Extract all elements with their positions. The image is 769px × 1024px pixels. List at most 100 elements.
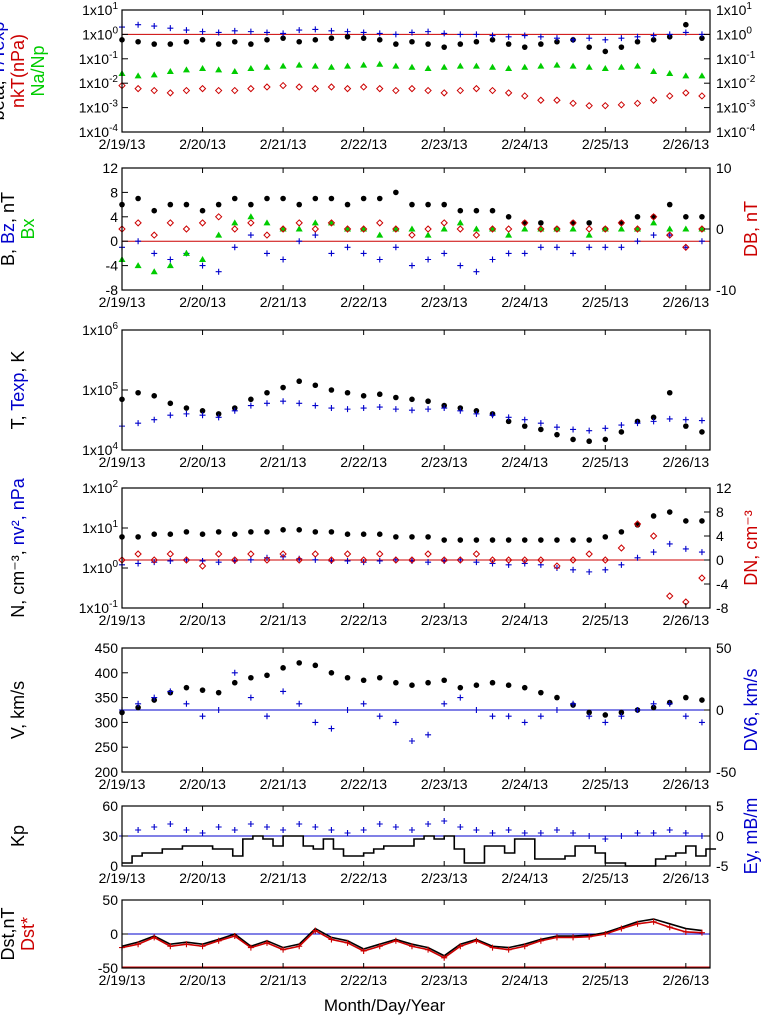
- right-tick-label: 5: [716, 798, 724, 814]
- left-tick-label: 1x102: [82, 479, 118, 496]
- series-nktnpa: [118, 81, 706, 110]
- data-point: [296, 238, 303, 245]
- data-point: [296, 38, 303, 45]
- series-ttexp: [119, 21, 705, 43]
- data-point: [633, 99, 642, 108]
- data-point: [489, 713, 496, 720]
- data-point: [489, 32, 496, 39]
- data-point: [425, 28, 432, 35]
- data-point: [247, 821, 254, 827]
- data-point: [135, 704, 141, 711]
- data-point: [505, 418, 512, 425]
- data-point: [231, 219, 239, 226]
- data-point: [344, 406, 351, 413]
- data-point: [183, 827, 190, 833]
- data-point: [489, 412, 496, 419]
- data-point: [586, 713, 593, 720]
- data-point: [344, 389, 351, 396]
- data-point: [682, 416, 689, 423]
- data-point: [425, 398, 431, 405]
- data-point: [328, 670, 335, 676]
- series-kp: [122, 835, 717, 867]
- data-point: [698, 574, 706, 582]
- series-dst: [119, 918, 705, 961]
- data-point: [183, 684, 190, 691]
- data-point: [376, 674, 383, 681]
- data-point: [134, 550, 142, 558]
- data-point: [618, 529, 625, 535]
- data-point: [472, 231, 481, 239]
- data-point: [425, 731, 432, 738]
- data-point: [215, 41, 222, 47]
- data-point: [537, 937, 544, 944]
- data-point: [360, 35, 367, 41]
- data-point: [618, 220, 625, 226]
- data-point: [425, 946, 432, 953]
- x-tick-label: 2/22/13: [340, 136, 387, 152]
- data-point: [280, 527, 286, 533]
- x-tick-label: 2/20/13: [179, 870, 226, 886]
- x-tick-label: 2/26/13: [662, 972, 709, 988]
- data-point: [505, 250, 512, 257]
- x-tick-label: 2/21/13: [260, 294, 307, 310]
- data-point: [393, 534, 399, 540]
- y-axis-label-right-2-1: DB, nT: [741, 201, 761, 257]
- data-point: [408, 262, 415, 269]
- data-point: [264, 672, 270, 679]
- data-point: [634, 920, 641, 927]
- data-point: [602, 48, 609, 55]
- data-point: [570, 436, 576, 443]
- data-point: [231, 407, 238, 414]
- x-tick-label: 2/20/13: [179, 972, 226, 988]
- data-point: [440, 89, 448, 97]
- data-point: [231, 827, 238, 833]
- panel-7: 2/19/13 2/20/13 2/21/13 2/22/13 2/23/13 2/24/…: [99, 899, 711, 988]
- x-tick-label: 2/22/13: [340, 776, 387, 792]
- data-point: [359, 83, 368, 91]
- data-point: [441, 250, 448, 257]
- data-point: [618, 429, 625, 435]
- data-point: [295, 219, 303, 227]
- data-point: [408, 556, 416, 564]
- data-point: [409, 201, 415, 208]
- data-point: [248, 674, 254, 681]
- data-point: [199, 408, 206, 414]
- data-point: [650, 232, 657, 239]
- data-point: [441, 677, 447, 684]
- data-point: [344, 244, 351, 251]
- data-point: [328, 195, 335, 202]
- data-point: [182, 86, 191, 95]
- data-point: [424, 550, 432, 558]
- data-point: [183, 38, 190, 45]
- data-point: [682, 72, 690, 79]
- data-point: [698, 92, 706, 100]
- x-tick-label: 2/20/13: [179, 136, 226, 152]
- data-point: [698, 225, 706, 233]
- data-point: [344, 674, 351, 681]
- y-axis-label-left-1-1: beta, T/Texp: [0, 22, 8, 121]
- data-point: [360, 29, 367, 36]
- data-point: [360, 559, 367, 566]
- data-point: [198, 84, 207, 93]
- data-point: [666, 827, 673, 833]
- data-point: [553, 244, 560, 251]
- data-point: [505, 231, 513, 238]
- data-point: [488, 556, 497, 564]
- data-point: [570, 426, 577, 433]
- data-point: [698, 72, 706, 79]
- data-point: [199, 412, 206, 419]
- data-point: [666, 700, 673, 707]
- data-point: [425, 559, 432, 566]
- right-tick-label: -10: [716, 282, 736, 298]
- data-point: [263, 939, 270, 946]
- y-axis-label-left-2-2: Bx: [18, 218, 38, 239]
- data-point: [295, 556, 303, 564]
- data-point: [263, 219, 271, 226]
- left-tick-label: 60: [102, 798, 118, 814]
- data-point: [618, 422, 625, 429]
- data-point: [263, 556, 271, 564]
- data-point: [263, 250, 270, 257]
- data-point: [698, 549, 705, 556]
- data-point: [166, 550, 175, 558]
